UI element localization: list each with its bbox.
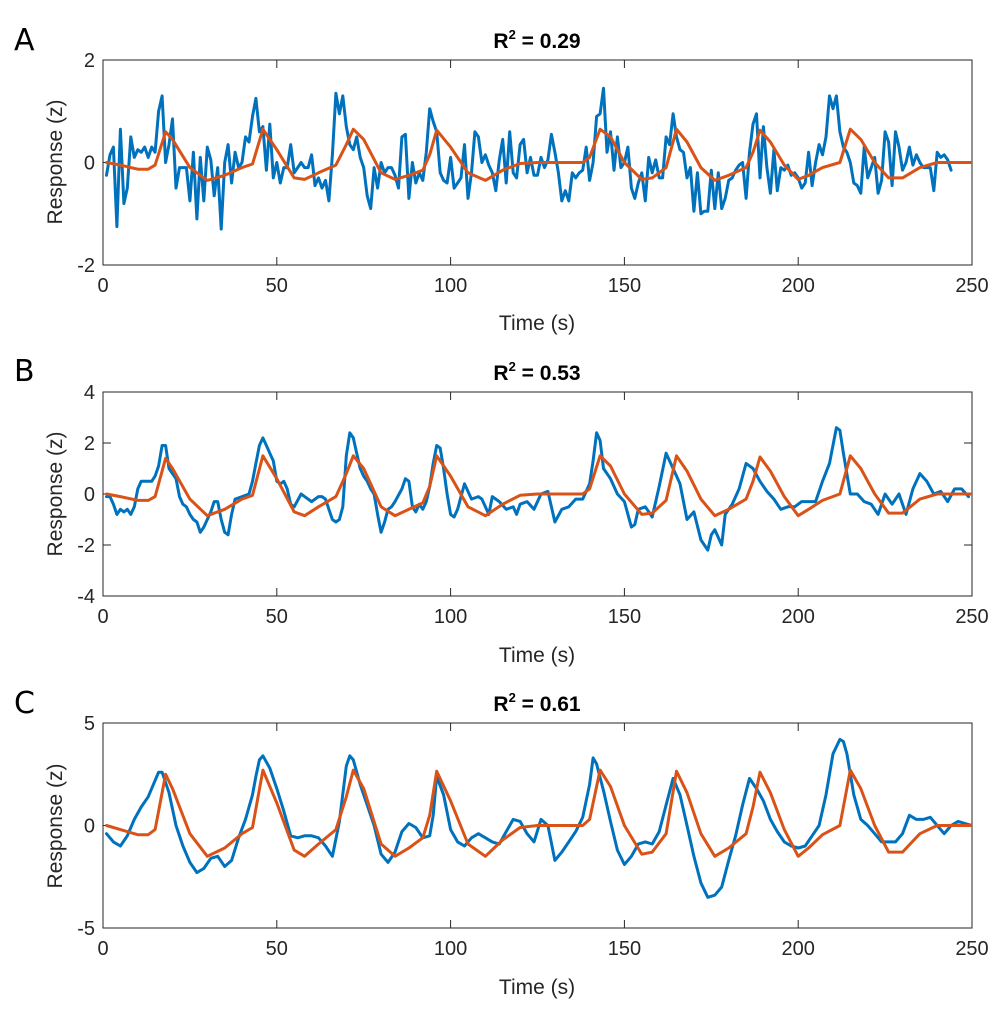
x-tick-label: 150 <box>608 275 641 297</box>
series-line-model <box>105 127 972 182</box>
y-axis-label: Response (z) <box>44 100 67 225</box>
series-group <box>105 737 972 899</box>
y-tick-label: -2 <box>77 535 95 557</box>
plot-area: 0 50 100 150 200 250-505 <box>77 713 988 960</box>
x-tick-label: 100 <box>434 606 467 628</box>
panel-c: C R2 = 0.61 0 50 100 150 200 250-505 Time (s)… <box>14 686 989 999</box>
y-tick-label: 2 <box>84 50 95 72</box>
x-tick-label: 250 <box>955 938 988 960</box>
panel-a: A R2 = 0.29 0 50 100 150 200 250-202 Time (s)… <box>14 23 989 335</box>
x-tick-label: 200 <box>782 606 815 628</box>
x-axis-label: Time (s) <box>499 312 575 335</box>
x-tick-label: 50 <box>266 275 288 297</box>
title-value: = 0.29 <box>516 30 581 53</box>
series-group <box>105 426 972 552</box>
y-tick-label: -4 <box>77 586 95 608</box>
x-tick-label: 0 <box>97 606 108 628</box>
x-tick-label: 100 <box>434 275 467 297</box>
y-tick-label: -5 <box>77 918 95 940</box>
series-line-observed <box>105 426 970 552</box>
panel-title: R2 = 0.61 <box>493 690 581 716</box>
series-group <box>105 86 972 231</box>
panel-letter: C <box>14 686 35 721</box>
plot-area: 0 50 100 150 200 250-202 <box>77 50 988 297</box>
plot-area: 0 50 100 150 200 250 -4 -2 0 2 4 <box>77 382 988 628</box>
title-superscript: 2 <box>509 690 516 705</box>
title-r: R <box>493 30 508 53</box>
title-superscript: 2 <box>509 359 516 374</box>
y-tick-label: -2 <box>77 255 95 277</box>
panel-title: R2 = 0.53 <box>493 359 580 385</box>
y-axis-label: Response (z) <box>44 432 67 557</box>
y-tick-label: 4 <box>84 382 95 404</box>
x-tick-label: 0 <box>97 938 108 960</box>
x-tick-label: 150 <box>608 938 641 960</box>
title-r: R <box>493 362 508 385</box>
series-line-observed <box>105 737 972 899</box>
x-tick-label: 200 <box>782 275 815 297</box>
x-tick-label: 100 <box>434 938 467 960</box>
x-tick-label: 0 <box>97 275 108 297</box>
x-axis-label: Time (s) <box>499 976 575 999</box>
panel-letter: B <box>14 354 35 389</box>
y-tick-label: 0 <box>84 816 95 838</box>
x-axis-label: Time (s) <box>499 644 575 667</box>
y-tick-label: 5 <box>84 713 95 735</box>
series-line-model <box>105 454 972 518</box>
title-value: = 0.53 <box>516 362 581 385</box>
y-tick-label: 2 <box>84 433 95 455</box>
x-tick-label: 250 <box>955 275 988 297</box>
series-line-observed <box>105 86 953 231</box>
x-tick-label: 250 <box>955 606 988 628</box>
x-tick-label: 50 <box>266 938 288 960</box>
y-tick-label: 0 <box>84 484 95 506</box>
x-tick-label: 200 <box>782 938 815 960</box>
x-tick-label: 50 <box>266 606 288 628</box>
y-axis-label: Response (z) <box>44 764 67 889</box>
title-superscript: 2 <box>509 27 516 42</box>
x-tick-label: 150 <box>608 606 641 628</box>
panel-letter: A <box>14 23 35 58</box>
series-line-model <box>105 768 972 858</box>
panel-title: R2 = 0.29 <box>493 27 580 53</box>
y-tick-label: 0 <box>84 153 95 175</box>
title-r: R <box>493 693 508 716</box>
title-value: = 0.61 <box>516 693 581 716</box>
